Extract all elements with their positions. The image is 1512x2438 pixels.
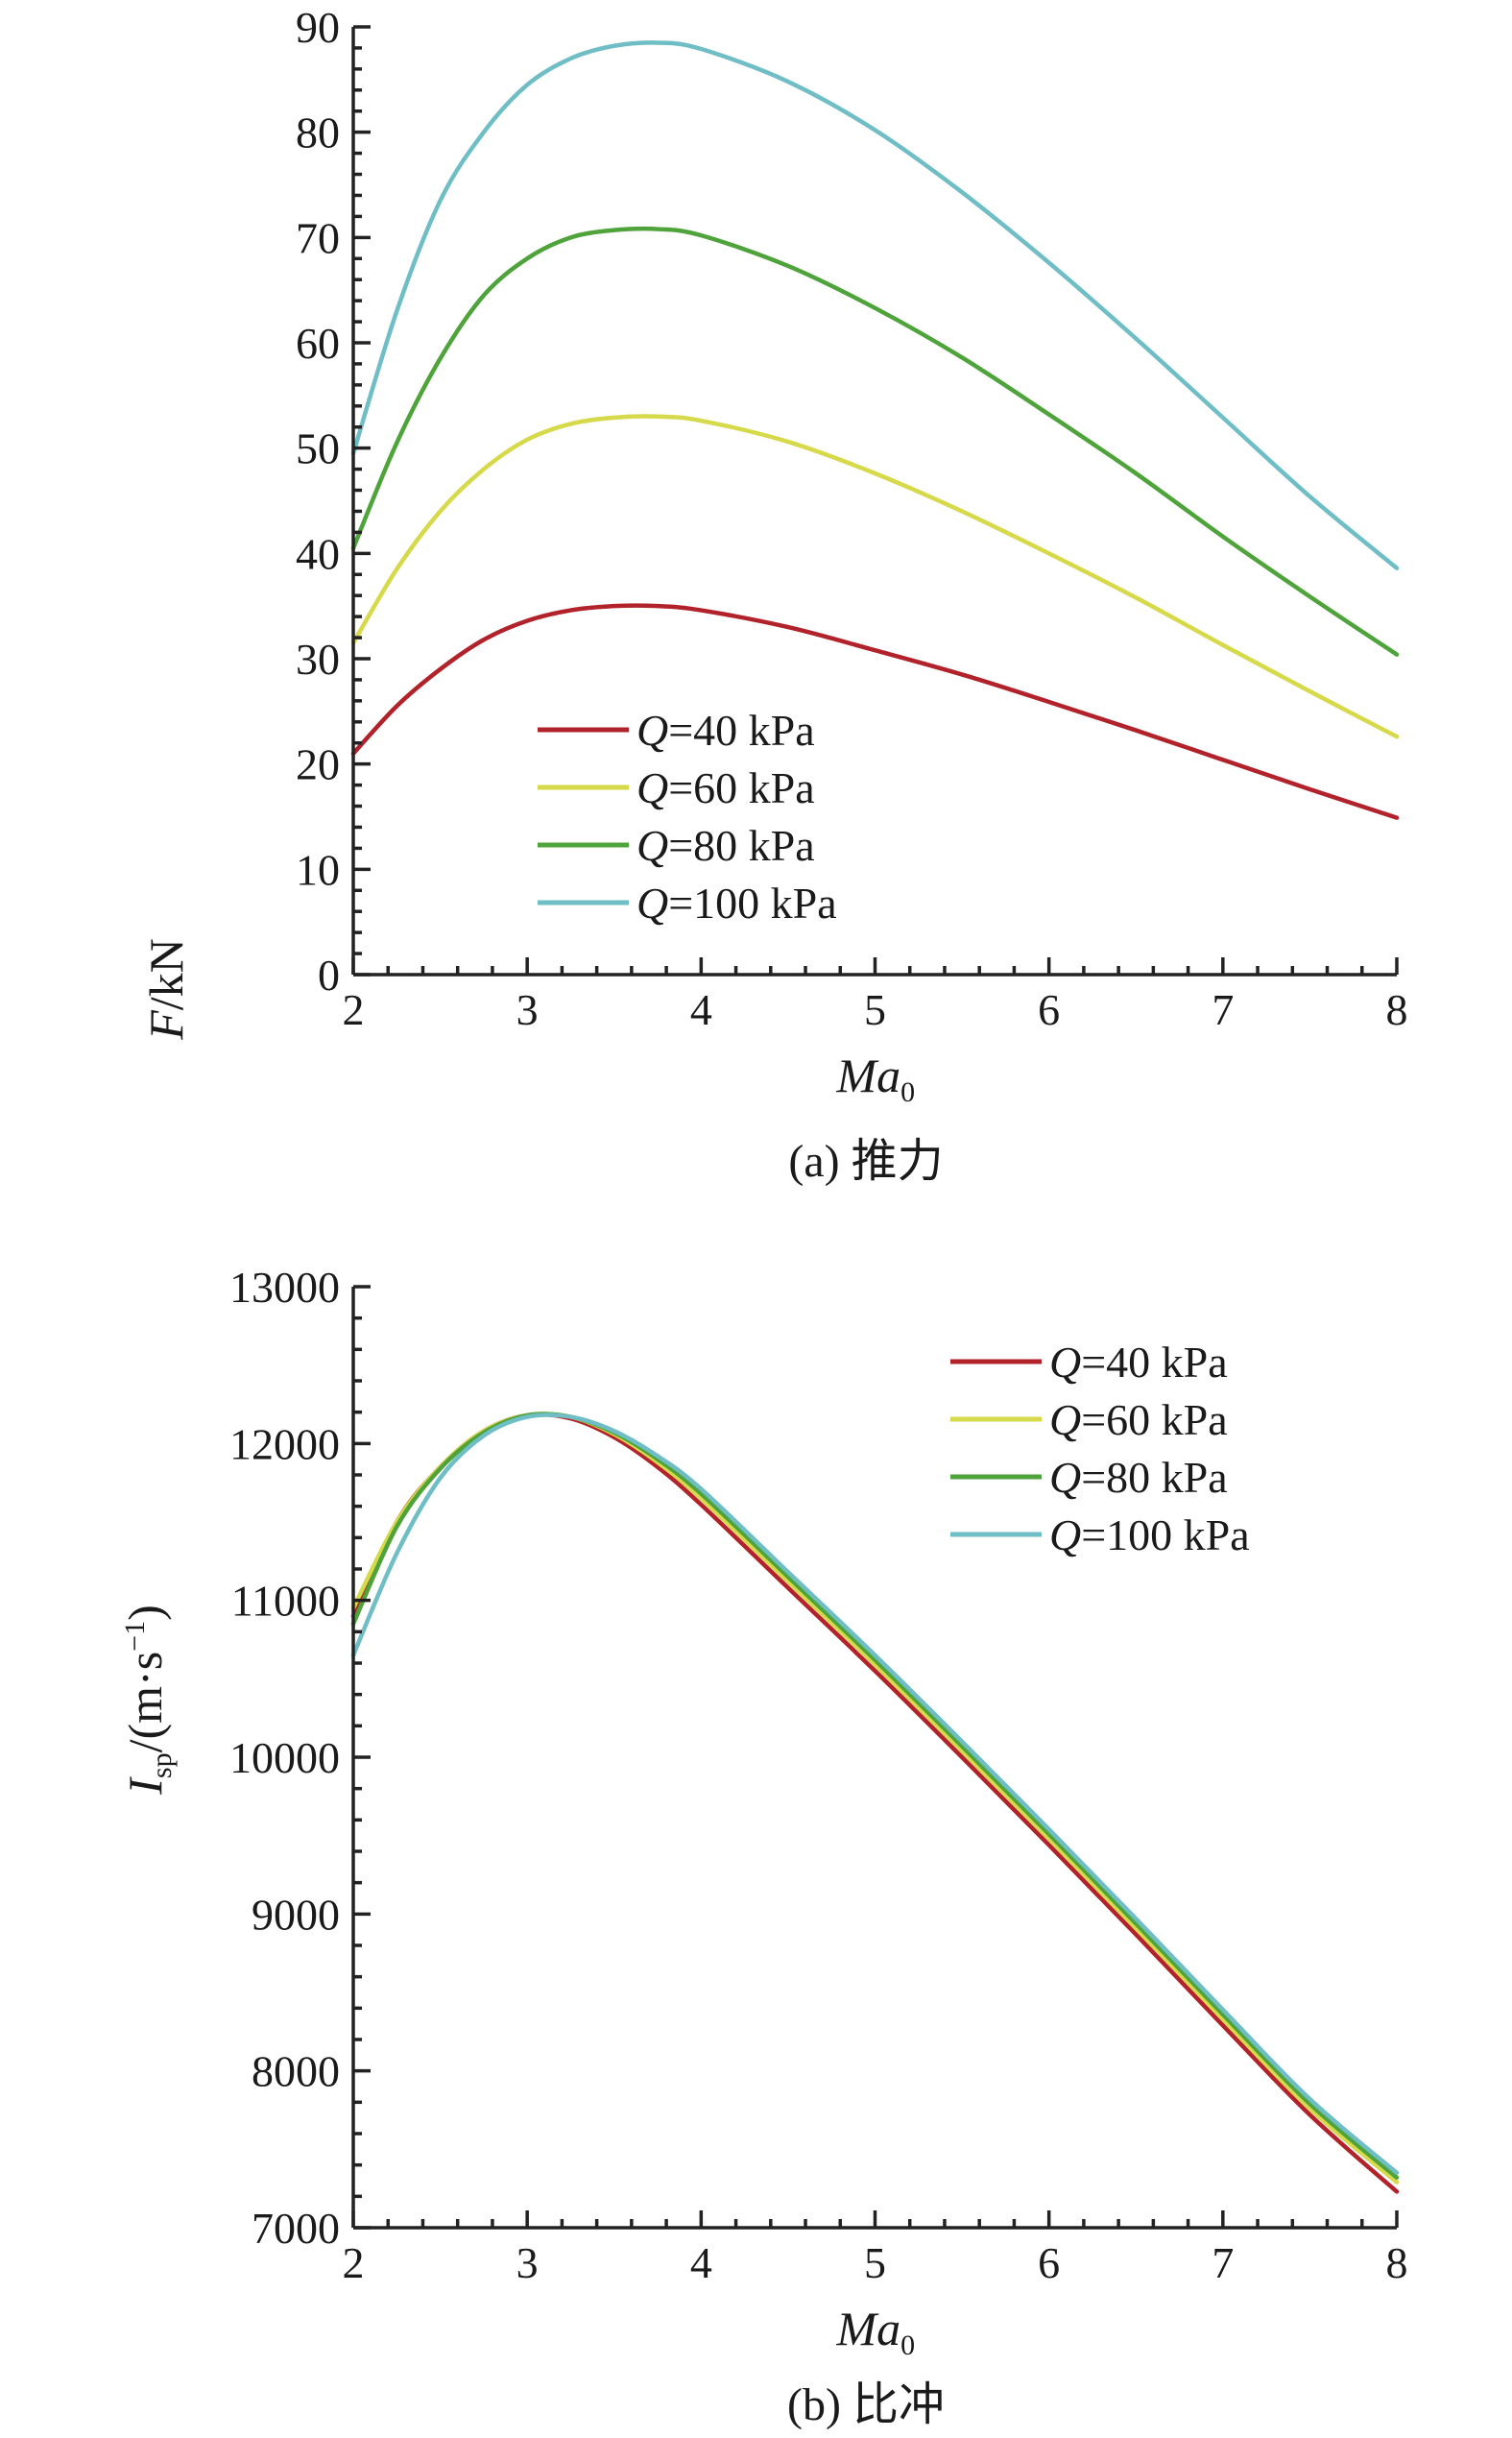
y-tick-label: 60 xyxy=(296,319,340,368)
legend-item: Q=80 kPa xyxy=(950,1453,1228,1502)
legend-item: Q=100 kPa xyxy=(950,1510,1250,1559)
x-tick-label: 2 xyxy=(343,2238,365,2287)
thrust-y-axis-label: F/kN xyxy=(139,938,193,1041)
x-tick-label: 2 xyxy=(343,985,365,1034)
y-tick-label: 20 xyxy=(296,740,340,789)
legend-label: Q=80 kPa xyxy=(1049,1453,1228,1502)
y-tick-label: 40 xyxy=(296,529,340,578)
x-tick-label: 8 xyxy=(1386,985,1408,1034)
y-tick-label: 12000 xyxy=(229,1419,340,1468)
y-tick-label: 7000 xyxy=(252,2204,340,2253)
y-tick-label: 9000 xyxy=(252,1890,340,1939)
x-tick-label: 3 xyxy=(516,985,539,1034)
y-tick-label: 11000 xyxy=(231,1577,340,1626)
x-tick-label: 3 xyxy=(516,2238,539,2287)
y-tick-label: 30 xyxy=(296,635,340,684)
impulse-x-axis-label: Ma0 xyxy=(836,2302,916,2361)
y-tick-label: 90 xyxy=(296,3,340,52)
thrust-series-group xyxy=(350,40,1400,820)
x-tick-label: 7 xyxy=(1212,2238,1234,2287)
legend-label: Q=60 kPa xyxy=(636,763,815,812)
x-tick-label: 4 xyxy=(690,985,712,1034)
legend-label: Q=100 kPa xyxy=(1049,1510,1250,1559)
legend-label: Q=60 kPa xyxy=(1049,1395,1228,1444)
legend-label: Q=80 kPa xyxy=(636,821,815,870)
series-line-80kpa xyxy=(350,226,1400,657)
x-tick-label: 7 xyxy=(1212,985,1234,1034)
x-tick-label: 5 xyxy=(864,2238,886,2287)
legend-item: Q=80 kPa xyxy=(538,821,815,870)
y-tick-label: 10 xyxy=(296,845,340,894)
y-tick-label: 50 xyxy=(296,424,340,473)
y-tick-label: 13000 xyxy=(229,1263,340,1312)
x-tick-label: 8 xyxy=(1386,2238,1408,2287)
x-tick-label: 6 xyxy=(1038,985,1060,1034)
legend-item: Q=40 kPa xyxy=(950,1338,1228,1387)
legend-label: Q=100 kPa xyxy=(636,879,837,928)
legend-item: Q=100 kPa xyxy=(538,879,837,928)
x-tick-label: 4 xyxy=(690,2238,712,2287)
y-tick-label: 70 xyxy=(296,213,340,262)
y-tick-label: 0 xyxy=(318,951,340,1000)
legend-item: Q=40 kPa xyxy=(538,706,815,755)
series-line-100kpa xyxy=(350,40,1400,570)
series-line-40kpa xyxy=(350,603,1400,820)
y-tick-label: 8000 xyxy=(252,2047,340,2096)
impulse-caption: (b) 比冲 xyxy=(787,2379,945,2430)
impulse-legend: Q=40 kPa Q=60 kPa Q=80 kPa Q=100 kPa xyxy=(950,1338,1250,1559)
series-line-60kpa xyxy=(350,414,1400,739)
legend-label: Q=40 kPa xyxy=(636,706,815,755)
legend-item: Q=60 kPa xyxy=(950,1395,1228,1444)
impulse-series-group xyxy=(350,1412,1400,2194)
thrust-legend: Q=40 kPa Q=60 kPa Q=80 kPa Q=100 kPa xyxy=(538,706,837,928)
x-tick-label: 5 xyxy=(864,985,886,1034)
y-tick-label: 10000 xyxy=(229,1733,340,1782)
panel-specific-impulse: 2 3 4 5 6 7 870008000900010000110001200013000 … xyxy=(118,1263,1408,2430)
y-tick-label: 80 xyxy=(296,109,340,157)
legend-item: Q=60 kPa xyxy=(538,763,815,812)
impulse-y-axis-label: Isp/(m·s−1) xyxy=(118,1605,178,1795)
x-tick-label: 6 xyxy=(1038,2238,1060,2287)
thrust-caption: (a) 推力 xyxy=(788,1136,943,1187)
series-line-100kpa xyxy=(350,1412,1400,2176)
series-line-80kpa xyxy=(350,1412,1400,2180)
thrust-x-axis-label: Ma0 xyxy=(836,1049,916,1108)
legend-label: Q=40 kPa xyxy=(1049,1338,1228,1387)
